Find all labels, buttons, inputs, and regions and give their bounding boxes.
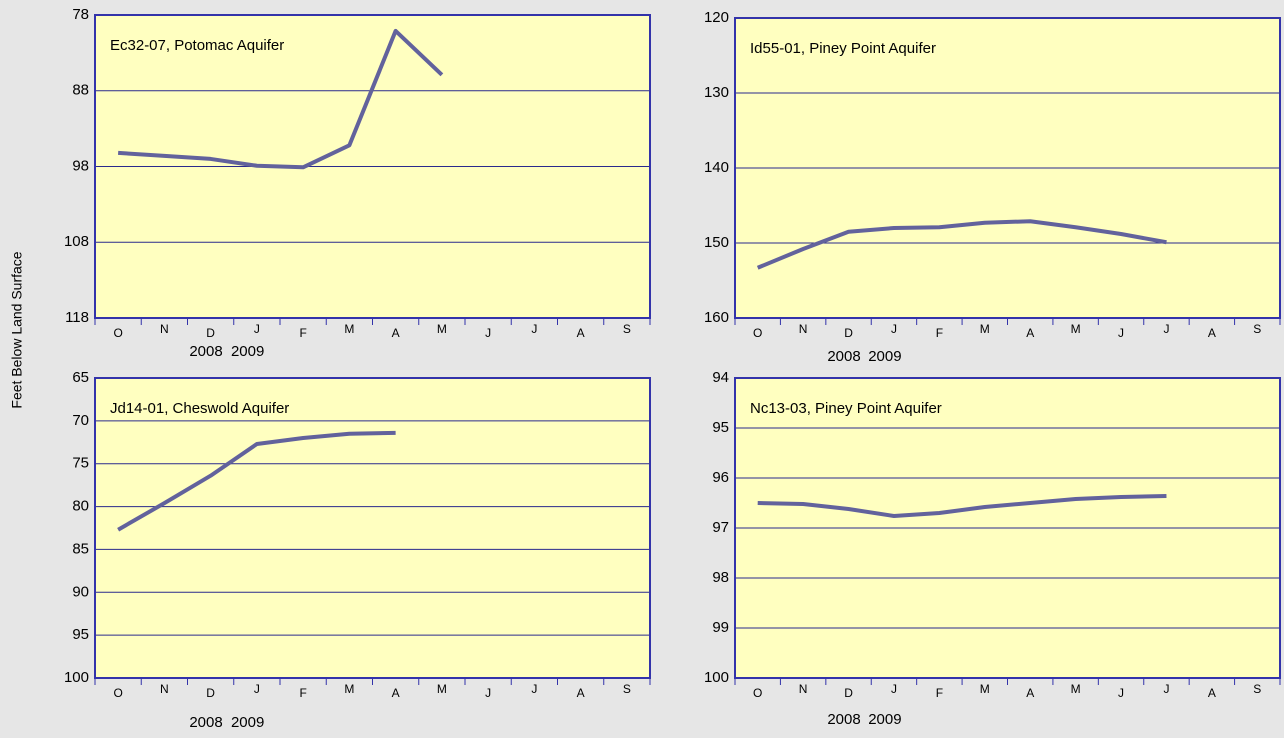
x-tick-label: J	[254, 682, 260, 696]
x-tick-label: O	[113, 686, 122, 700]
x-tick-label: A	[1208, 686, 1216, 700]
y-tick-label: 100	[64, 669, 89, 686]
y-tick-label: 98	[712, 569, 729, 586]
x-tick-label: J	[531, 322, 537, 336]
y-tick-label: 94	[712, 369, 729, 386]
x-tick-label: M	[1071, 322, 1081, 336]
plot-border	[734, 17, 1281, 319]
plot-area	[95, 378, 650, 678]
y-tick-label: 130	[704, 84, 729, 101]
y-tick-label: 95	[72, 626, 89, 643]
x-tick-label: F	[936, 686, 943, 700]
year-label: 2009	[231, 714, 264, 731]
x-tick-label: N	[799, 682, 808, 696]
x-tick-label: D	[206, 326, 215, 340]
panel-title: Ec32-07, Potomac Aquifer	[110, 37, 284, 54]
x-tick-label: J	[254, 322, 260, 336]
plot-border	[94, 14, 651, 319]
y-tick-label: 160	[704, 309, 729, 326]
x-tick-label: D	[206, 686, 215, 700]
x-tick-label: M	[437, 682, 447, 696]
x-tick-label: F	[936, 326, 943, 340]
data-line	[757, 494, 1167, 518]
x-tick-label: O	[113, 326, 122, 340]
plot-border	[734, 377, 1281, 679]
panel-title: Nc13-03, Piney Point Aquifer	[750, 400, 942, 417]
x-tick-label: A	[392, 326, 400, 340]
y-tick-label: 100	[704, 669, 729, 686]
x-tick-label: A	[1026, 686, 1034, 700]
x-tick-label: D	[844, 686, 853, 700]
y-tick-label: 85	[72, 540, 89, 557]
data-line	[117, 430, 396, 532]
x-tick-label: F	[299, 686, 306, 700]
y-tick-label: 70	[72, 412, 89, 429]
x-tick-label: A	[577, 686, 585, 700]
y-tick-label: 88	[72, 82, 89, 99]
x-tick-label: J	[485, 686, 491, 700]
y-tick-label: 95	[712, 419, 729, 436]
y-tick-label: 78	[72, 6, 89, 23]
x-tick-label: J	[891, 322, 897, 336]
year-label: 2009	[231, 343, 264, 360]
x-tick-label: O	[753, 686, 762, 700]
y-tick-label: 75	[72, 455, 89, 472]
x-tick-label: J	[485, 326, 491, 340]
y-axis-label: Feet Below Land Surface	[9, 251, 25, 408]
y-tick-label: 108	[64, 233, 89, 250]
plot-border	[94, 377, 651, 679]
x-tick-label: A	[1208, 326, 1216, 340]
data-line	[756, 219, 1167, 270]
x-tick-label: O	[753, 326, 762, 340]
year-label: 2008	[189, 343, 222, 360]
x-tick-label: D	[844, 326, 853, 340]
x-tick-label: S	[623, 322, 631, 336]
x-tick-label: J	[531, 682, 537, 696]
x-tick-label: J	[891, 682, 897, 696]
x-tick-label: N	[799, 322, 808, 336]
x-tick-label: M	[437, 322, 447, 336]
x-tick-label: M	[344, 682, 354, 696]
x-tick-label: M	[980, 322, 990, 336]
y-tick-label: 140	[704, 159, 729, 176]
x-tick-label: J	[1163, 682, 1169, 696]
x-tick-label: N	[160, 682, 169, 696]
year-label: 2008	[189, 714, 222, 731]
year-label: 2009	[868, 348, 901, 365]
x-tick-label: S	[623, 682, 631, 696]
y-tick-label: 150	[704, 234, 729, 251]
x-tick-label: M	[980, 682, 990, 696]
y-tick-label: 65	[72, 369, 89, 386]
year-label: 2008	[827, 348, 860, 365]
y-tick-label: 90	[72, 583, 89, 600]
x-tick-label: A	[392, 686, 400, 700]
panel-title: Jd14-01, Cheswold Aquifer	[110, 400, 289, 417]
y-tick-label: 118	[65, 309, 89, 326]
x-tick-label: J	[1118, 326, 1124, 340]
x-tick-label: F	[299, 326, 306, 340]
y-tick-label: 120	[704, 9, 729, 26]
year-label: 2009	[868, 711, 901, 728]
x-tick-label: N	[160, 322, 169, 336]
x-tick-label: A	[577, 326, 585, 340]
x-tick-label: M	[344, 322, 354, 336]
year-label: 2008	[827, 711, 860, 728]
y-tick-label: 80	[72, 498, 89, 515]
y-tick-label: 99	[712, 619, 729, 636]
y-tick-label: 98	[72, 157, 89, 174]
y-tick-label: 97	[712, 519, 729, 536]
x-tick-label: S	[1253, 682, 1261, 696]
x-tick-label: J	[1118, 686, 1124, 700]
x-tick-label: A	[1026, 326, 1034, 340]
x-tick-label: M	[1071, 682, 1081, 696]
x-tick-label: S	[1253, 322, 1261, 336]
panel-title: Id55-01, Piney Point Aquifer	[750, 40, 936, 57]
y-tick-label: 96	[712, 469, 729, 486]
x-tick-label: J	[1163, 322, 1169, 336]
data-line	[117, 28, 444, 170]
